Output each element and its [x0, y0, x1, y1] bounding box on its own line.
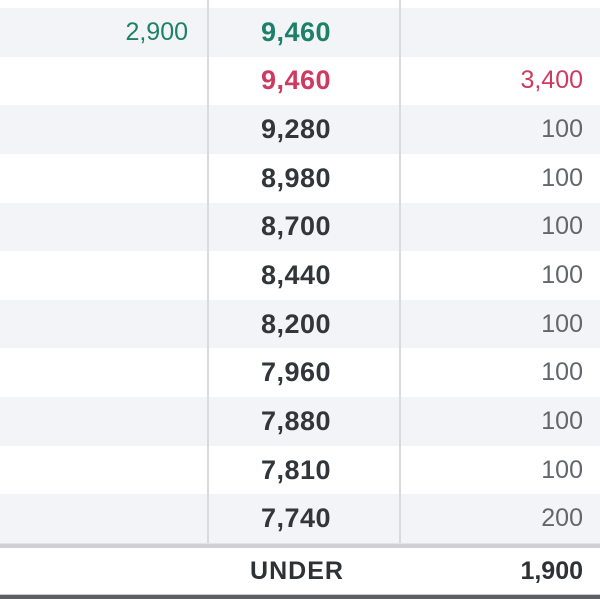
buy-quantity: 100	[541, 212, 583, 241]
under-row[interactable]: UNDER 1,900	[0, 548, 600, 594]
price[interactable]: 9,460	[260, 16, 332, 47]
under-label: UNDER	[250, 556, 344, 585]
column-divider-right	[399, 0, 401, 543]
footer-spacer	[0, 548, 208, 594]
price[interactable]: 8,200	[260, 308, 332, 339]
order-book-row[interactable]: 7,880 100	[0, 397, 600, 446]
order-book-row[interactable]: 2,900 9,460	[0, 8, 600, 57]
sell-quantity	[0, 348, 208, 397]
sell-quantity	[0, 446, 208, 495]
order-book-row[interactable]: 8,700 100	[0, 202, 600, 252]
order-book-row[interactable]: 9,280 100	[0, 105, 600, 154]
price[interactable]: 7,810	[260, 454, 332, 485]
price[interactable]: 7,880	[260, 405, 332, 436]
bottom-divider	[0, 594, 600, 595]
buy-quantity: 100	[541, 163, 583, 192]
sell-quantity	[0, 300, 208, 349]
sell-quantity	[0, 397, 208, 446]
under-total-quantity: 1,900	[520, 556, 583, 585]
order-book-row[interactable]: 7,810 100	[0, 445, 600, 495]
buy-quantity: 100	[541, 115, 583, 144]
price[interactable]: 7,740	[260, 503, 332, 534]
buy-quantity: 100	[541, 455, 583, 484]
buy-quantity	[400, 8, 600, 57]
buy-quantity: 100	[541, 309, 583, 338]
footer-separator	[0, 543, 600, 548]
sell-quantity	[0, 494, 208, 543]
sell-quantity	[0, 57, 208, 106]
sell-quantity: 2,900	[125, 17, 188, 46]
buy-quantity: 3,400	[520, 66, 583, 95]
bottom-bar	[0, 595, 600, 599]
column-divider-left	[207, 0, 209, 543]
price[interactable]: 9,280	[260, 114, 332, 145]
price[interactable]: 8,980	[260, 162, 332, 193]
order-book-row[interactable]: 7,960 100	[0, 348, 600, 398]
price[interactable]: 9,460	[260, 65, 332, 96]
sell-quantity	[0, 105, 208, 154]
buy-quantity: 100	[541, 406, 583, 435]
order-book-row[interactable]: 9,460 3,400	[0, 56, 600, 106]
buy-quantity: 100	[541, 261, 583, 290]
sell-quantity	[0, 154, 208, 203]
order-book-rows: 2,900 9,460 9,460 3,400 9,280 100 8,980 …	[0, 8, 600, 544]
buy-quantity: 200	[541, 504, 583, 533]
buy-quantity: 100	[541, 358, 583, 387]
previous-row-edge	[0, 0, 600, 8]
order-book-row[interactable]: 8,200 100	[0, 299, 600, 349]
price[interactable]: 8,440	[260, 260, 332, 291]
order-book-row[interactable]: 8,440 100	[0, 251, 600, 300]
price[interactable]: 7,960	[260, 357, 332, 388]
sell-quantity	[0, 251, 208, 300]
sell-quantity	[0, 203, 208, 252]
price[interactable]: 8,700	[260, 211, 332, 242]
order-book-row[interactable]: 7,740 200	[0, 494, 600, 544]
order-book-row[interactable]: 8,980 100	[0, 153, 600, 203]
